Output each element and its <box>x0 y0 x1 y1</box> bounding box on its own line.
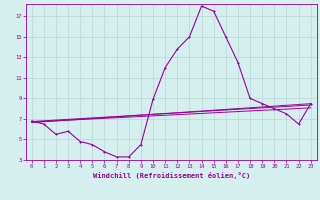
X-axis label: Windchill (Refroidissement éolien,°C): Windchill (Refroidissement éolien,°C) <box>92 172 250 179</box>
